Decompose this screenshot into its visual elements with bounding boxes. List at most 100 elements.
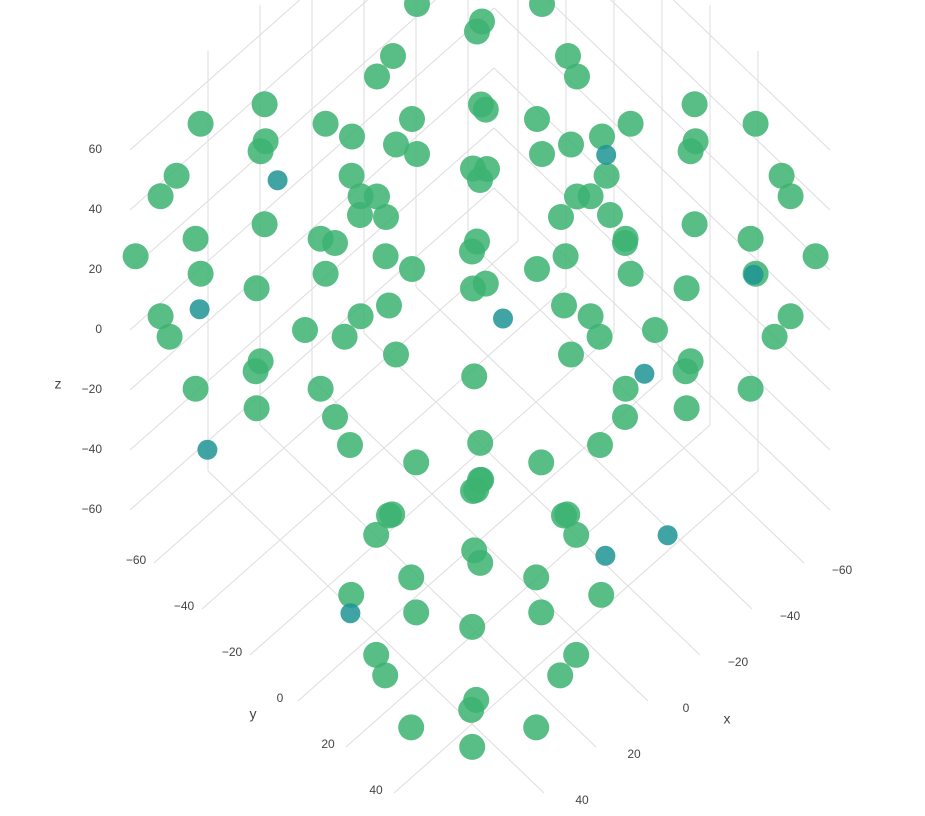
y-tick-label: −20 bbox=[222, 645, 243, 659]
point bbox=[372, 662, 399, 689]
point bbox=[743, 264, 764, 285]
point bbox=[189, 299, 210, 320]
point bbox=[547, 662, 574, 689]
point bbox=[777, 183, 804, 210]
point bbox=[380, 43, 406, 69]
z-tick-label: 20 bbox=[89, 262, 103, 276]
point bbox=[251, 211, 278, 238]
point bbox=[292, 317, 318, 343]
x-tick-label: 0 bbox=[683, 701, 690, 715]
labels: z y x −60 −40 −20 0 20 40 −60 −40 −20 0 20 40 −60 −40… bbox=[55, 142, 853, 807]
z-tick-label: −20 bbox=[82, 382, 103, 396]
point bbox=[673, 275, 700, 302]
point bbox=[340, 603, 361, 624]
point bbox=[682, 128, 709, 155]
point bbox=[681, 211, 708, 238]
point bbox=[563, 641, 590, 668]
grid-line bbox=[129, 187, 495, 511]
point bbox=[737, 375, 764, 402]
point bbox=[307, 225, 334, 252]
point bbox=[595, 545, 616, 566]
grid-line bbox=[393, 470, 759, 794]
point bbox=[122, 243, 149, 270]
point bbox=[467, 429, 494, 456]
point bbox=[459, 238, 485, 265]
y-tick-label: 0 bbox=[277, 691, 284, 705]
point bbox=[593, 162, 620, 189]
point bbox=[459, 613, 486, 640]
point bbox=[577, 183, 604, 210]
point bbox=[243, 395, 270, 422]
point bbox=[551, 292, 577, 319]
point bbox=[564, 63, 590, 90]
point bbox=[528, 599, 555, 626]
point bbox=[563, 521, 590, 548]
grid-line bbox=[129, 0, 436, 271]
point bbox=[458, 696, 485, 723]
grid-line bbox=[672, 0, 831, 151]
point bbox=[322, 404, 348, 430]
point bbox=[312, 260, 339, 287]
point bbox=[524, 106, 550, 132]
point bbox=[777, 303, 804, 330]
point bbox=[383, 131, 409, 158]
point bbox=[681, 91, 708, 118]
z-tick-label: 0 bbox=[95, 322, 102, 336]
point bbox=[597, 202, 623, 228]
point bbox=[524, 256, 550, 282]
point bbox=[337, 432, 363, 458]
z-tick-label: −40 bbox=[82, 442, 103, 456]
point bbox=[147, 183, 174, 210]
point bbox=[552, 243, 579, 270]
grid-line bbox=[493, 127, 831, 451]
point bbox=[548, 204, 574, 230]
point bbox=[182, 375, 209, 402]
point bbox=[596, 144, 617, 165]
point bbox=[372, 243, 399, 270]
x-tick-label: −20 bbox=[728, 655, 749, 669]
point bbox=[586, 323, 613, 350]
point bbox=[338, 581, 365, 608]
point bbox=[588, 581, 615, 608]
point bbox=[467, 549, 494, 576]
point bbox=[363, 521, 390, 548]
point bbox=[364, 63, 390, 90]
point bbox=[398, 714, 425, 741]
point bbox=[187, 110, 214, 137]
point bbox=[182, 225, 209, 252]
point bbox=[187, 260, 214, 287]
y-tick-label: −60 bbox=[126, 553, 147, 567]
point bbox=[398, 564, 425, 591]
point bbox=[555, 43, 581, 69]
point bbox=[642, 317, 668, 343]
point bbox=[768, 162, 795, 189]
point bbox=[493, 308, 513, 329]
point bbox=[251, 91, 278, 118]
point bbox=[529, 141, 555, 167]
x-tick-label: 40 bbox=[575, 793, 589, 807]
point bbox=[338, 162, 365, 189]
point bbox=[558, 341, 584, 368]
point bbox=[163, 162, 190, 189]
x-tick-label: 20 bbox=[627, 747, 641, 761]
point bbox=[802, 243, 829, 270]
grid-line bbox=[129, 0, 369, 211]
point bbox=[612, 225, 639, 252]
point bbox=[761, 323, 788, 350]
grid-line bbox=[129, 0, 301, 151]
point bbox=[147, 303, 174, 330]
grid-line bbox=[493, 187, 831, 511]
point bbox=[363, 641, 390, 668]
point bbox=[634, 363, 655, 384]
point bbox=[156, 323, 183, 350]
z-axis-title: z bbox=[55, 376, 62, 392]
point bbox=[742, 110, 769, 137]
point bbox=[459, 733, 486, 760]
point bbox=[672, 358, 699, 385]
point bbox=[460, 275, 486, 302]
point bbox=[523, 714, 550, 741]
point bbox=[577, 303, 604, 330]
point bbox=[347, 202, 373, 228]
